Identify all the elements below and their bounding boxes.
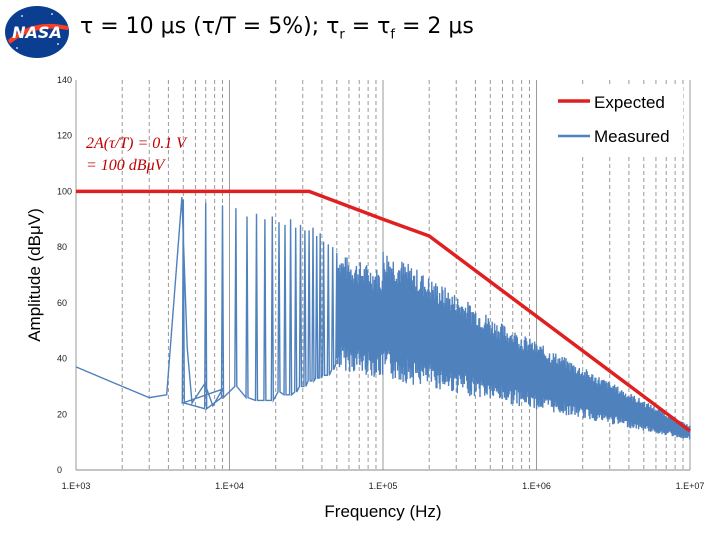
x-tick-label: 1.E+07 [676, 481, 705, 491]
logo-text: NASA [12, 23, 62, 42]
nasa-logo: NASA [5, 6, 69, 58]
x-tick-label: 1.E+05 [369, 481, 398, 491]
measured-series [75, 196, 691, 440]
y-tick-label: 140 [57, 75, 72, 85]
title-end: = 2 μs [394, 14, 474, 39]
y-tick-label: 40 [57, 354, 67, 364]
annotation: 2A(τ/T) = 0.1 V = 100 dBμV [86, 135, 188, 174]
x-tick-label: 1.E+06 [522, 481, 551, 491]
y-tick-label: 20 [57, 409, 67, 419]
expected-line [76, 189, 692, 433]
title-mid: = τ [344, 14, 391, 39]
y-tick-label: 100 [57, 186, 72, 196]
y-tick-label: 80 [57, 242, 67, 252]
x-tick-label: 1.E+04 [215, 481, 244, 491]
title-sub-r: r [339, 27, 345, 43]
legend: Expected Measured [553, 85, 683, 155]
annotation-line-2: = 100 dBμV [86, 157, 167, 174]
title-main: τ = 10 μs (τ/T = 5%); τ [80, 14, 340, 39]
legend-label-measured: Measured [594, 127, 670, 146]
legend-label-expected: Expected [594, 93, 665, 112]
slide-title: τ = 10 μs (τ/T = 5%); τr = τf = 2 μs [80, 14, 474, 42]
expected-series [76, 189, 692, 433]
annotation-line-1: 2A(τ/T) = 0.1 V [86, 135, 188, 152]
title-sub-f: f [390, 27, 395, 43]
y-tick-label: 0 [57, 465, 62, 475]
y-tick-label: 60 [57, 298, 67, 308]
x-axis-title: Frequency (Hz) [324, 502, 441, 521]
x-tick-label: 1.E+03 [62, 481, 91, 491]
y-tick-label: 120 [57, 131, 72, 141]
y-axis-title: Amplitude (dBμV) [25, 208, 44, 342]
tick-labels: 0 20 40 60 80 100 120 140 1.E+03 1.E+04 1.E+05 1.E+… [57, 75, 704, 491]
measured-line [75, 196, 691, 440]
